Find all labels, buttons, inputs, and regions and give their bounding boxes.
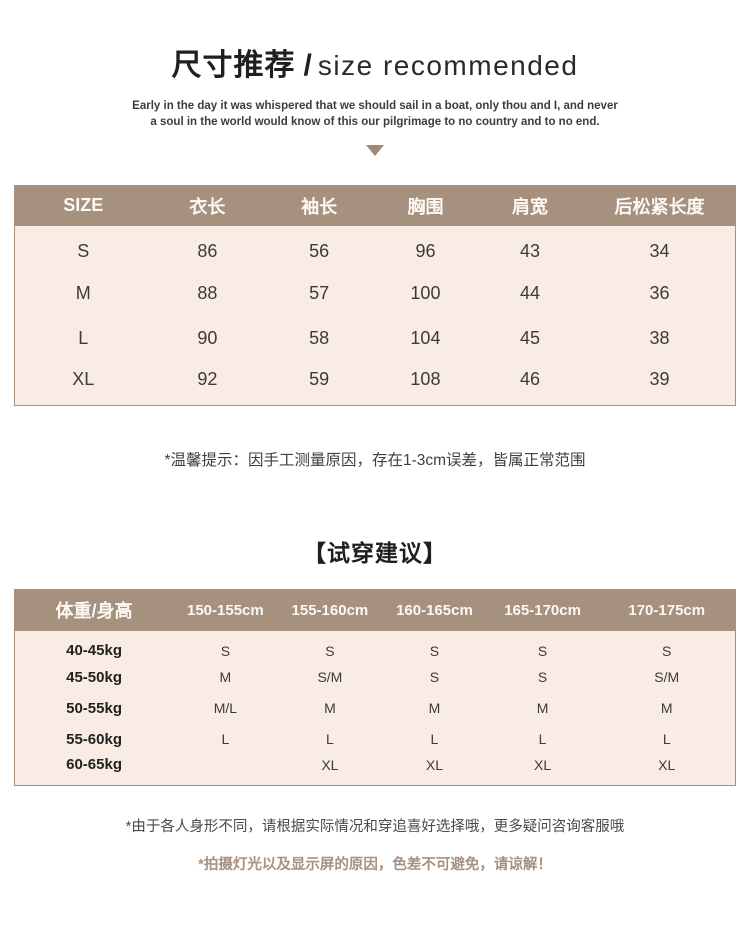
page-title: 尺寸推荐 / size recommended bbox=[0, 48, 750, 89]
table-cell: XL bbox=[658, 756, 676, 773]
row-label: 50-55kg bbox=[66, 699, 122, 717]
table-cell: XL bbox=[534, 756, 552, 773]
table-row: 50-55kg M/L M M M M bbox=[15, 693, 736, 724]
page-title-english: size recommended bbox=[317, 50, 579, 81]
table-cell: S bbox=[429, 642, 440, 659]
arrow-container bbox=[0, 143, 750, 156]
table-cell: L bbox=[430, 731, 439, 747]
table-row: S 86 56 96 43 34 bbox=[15, 226, 736, 271]
row-label: 60-65kg bbox=[66, 756, 122, 774]
table-cell: 46 bbox=[519, 369, 540, 390]
table-cell: 38 bbox=[649, 327, 670, 348]
down-arrow-icon bbox=[366, 145, 384, 156]
table-row: L 90 58 104 45 38 bbox=[15, 316, 736, 361]
table-cell: 88 bbox=[197, 282, 218, 303]
fit-advice-heading: 【试穿建议】 bbox=[303, 540, 447, 566]
column-header: 160-165cm bbox=[382, 589, 487, 631]
table-row: XL 92 59 108 46 39 bbox=[15, 361, 736, 406]
header-quote: Early in the day it was whispered that w… bbox=[0, 98, 750, 130]
column-header: 后松紧长度 bbox=[584, 185, 736, 226]
table-cell: 58 bbox=[309, 327, 330, 348]
fit-advice-table: 体重/身高 150-155cm 155-160cm 160-165cm 165-170c… bbox=[14, 589, 736, 786]
table-row: 40-45kg S S S S S bbox=[15, 631, 736, 662]
table-cell bbox=[173, 755, 278, 786]
header-row: 体重/身高 150-155cm 155-160cm 160-165cm 165-170c… bbox=[14, 589, 736, 631]
row-label: S bbox=[77, 240, 90, 261]
table-cell: 34 bbox=[649, 240, 670, 261]
size-table: SIZE 衣长 袖长 胸围 肩宽 后松紧长度 S 86 56 96 43 34 M 88 57 100 44 3… bbox=[14, 185, 736, 406]
title-divider: / bbox=[303, 49, 312, 82]
column-header: 胸围 bbox=[374, 185, 476, 226]
table-row: 55-60kg L L L L L bbox=[15, 724, 736, 755]
table-cell: M bbox=[324, 700, 336, 716]
size-table-body: S 86 56 96 43 34 M 88 57 100 44 36 L 90 58 104 45 38 XL 92 5… bbox=[14, 225, 736, 406]
table-cell: 96 bbox=[415, 240, 436, 261]
table-cell: 92 bbox=[197, 369, 218, 390]
table-cell: 108 bbox=[410, 369, 441, 390]
column-header: 肩宽 bbox=[475, 185, 585, 226]
fit-table-header: 体重/身高 150-155cm 155-160cm 160-165cm 165-170c… bbox=[14, 589, 736, 631]
body-shape-note: *由于各人身形不同，请根据实际情况和穿追喜好选择哦，更多疑问咨询客服哦 bbox=[125, 819, 625, 835]
table-cell: 104 bbox=[410, 327, 441, 348]
table-cell: 45 bbox=[519, 327, 540, 348]
table-cell: S bbox=[429, 669, 440, 685]
table-cell: XL bbox=[425, 756, 443, 773]
table-row: M 88 57 100 44 36 bbox=[15, 271, 736, 316]
fit-table-body: 40-45kg S S S S S 45-50kg M S/M S S S/M 50-55kg M/L M M… bbox=[14, 630, 736, 786]
table-cell: M bbox=[428, 700, 441, 716]
column-header: 衣长 bbox=[151, 185, 264, 226]
table-cell: S bbox=[325, 642, 335, 659]
table-cell: S bbox=[537, 669, 548, 685]
table-cell: S bbox=[662, 642, 672, 659]
row-label: M bbox=[75, 282, 91, 303]
table-row: 60-65kg XL XL XL XL bbox=[15, 755, 736, 786]
table-cell: L bbox=[221, 731, 230, 747]
table-cell: 43 bbox=[519, 240, 540, 261]
header-quote-line2: a soul in the world would know of this o… bbox=[150, 116, 600, 128]
table-cell: S bbox=[537, 642, 548, 659]
table-cell: 100 bbox=[410, 282, 441, 303]
header-quote-line1: Early in the day it was whispered that w… bbox=[132, 100, 618, 112]
table-cell: S bbox=[220, 642, 231, 659]
table-cell: 90 bbox=[197, 327, 218, 348]
table-cell: M/L bbox=[213, 700, 238, 716]
measurement-note: *温馨提示：因手工测量原因，存在1-3cm误差，皆属正常范围 bbox=[164, 452, 586, 469]
column-header: 体重/身高 bbox=[14, 589, 174, 631]
column-header: 袖长 bbox=[263, 185, 375, 226]
table-cell: M bbox=[219, 669, 232, 685]
row-label: 40-45kg bbox=[66, 642, 122, 659]
table-cell: M bbox=[660, 700, 673, 716]
page-header: 尺寸推荐 / size recommended Early in the day i… bbox=[0, 0, 750, 156]
table-cell: 59 bbox=[309, 369, 330, 390]
table-cell: 86 bbox=[197, 240, 218, 261]
table-cell: M bbox=[536, 700, 549, 716]
table-cell: 57 bbox=[309, 282, 330, 303]
column-header: SIZE bbox=[14, 185, 152, 226]
column-header: 165-170cm bbox=[486, 589, 599, 631]
table-cell: L bbox=[662, 731, 671, 747]
row-label: 55-60kg bbox=[66, 730, 122, 748]
table-cell: S/M bbox=[317, 669, 343, 685]
table-cell: S/M bbox=[654, 669, 680, 685]
table-cell: 44 bbox=[519, 282, 540, 303]
size-table-header: SIZE 衣长 袖长 胸围 肩宽 后松紧长度 bbox=[14, 185, 736, 226]
color-difference-note: *拍摄灯光以及显示屏的原因，色差不可避免，请谅解！ bbox=[198, 857, 552, 873]
column-header: 170-175cm bbox=[598, 589, 736, 631]
table-cell: XL bbox=[321, 756, 339, 773]
row-label: 45-50kg bbox=[66, 668, 122, 686]
table-cell: 36 bbox=[649, 282, 670, 303]
table-row: 45-50kg M S/M S S S/M bbox=[15, 662, 736, 693]
table-cell: 56 bbox=[309, 240, 330, 261]
page-title-chinese: 尺寸推荐 bbox=[171, 49, 296, 82]
header-row: SIZE 衣长 袖长 胸围 肩宽 后松紧长度 bbox=[14, 185, 736, 226]
row-label: L bbox=[78, 327, 89, 348]
row-label: XL bbox=[72, 369, 95, 390]
table-cell: L bbox=[538, 731, 547, 747]
table-cell: 39 bbox=[649, 369, 670, 390]
column-header: 155-160cm bbox=[277, 589, 383, 631]
table-cell: L bbox=[326, 731, 334, 747]
column-header: 150-155cm bbox=[173, 589, 278, 631]
